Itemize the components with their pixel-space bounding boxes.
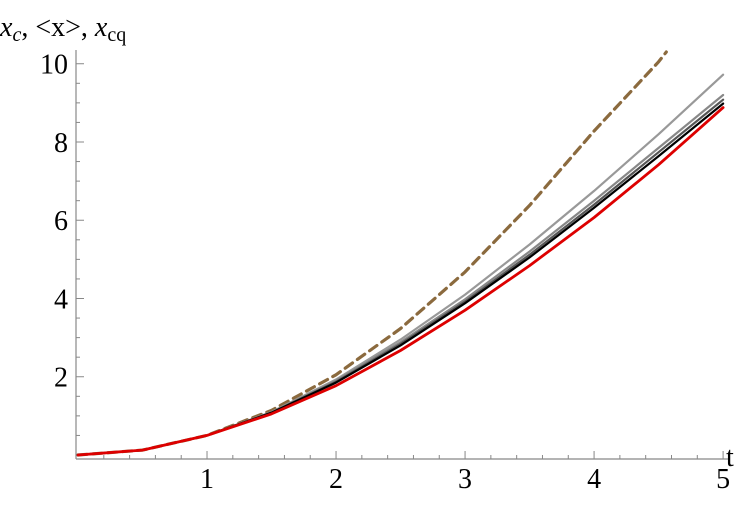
x-tick-label: 1 bbox=[200, 464, 214, 495]
y-axis-title-part: x bbox=[0, 12, 13, 43]
x-tick-label: 3 bbox=[458, 464, 472, 495]
x-tick-label: 4 bbox=[587, 464, 601, 495]
series-line bbox=[76, 98, 725, 457]
x-tick-label: 5 bbox=[716, 464, 730, 495]
y-tick-label: 2 bbox=[54, 363, 68, 394]
y-axis-title-part: , <x>, bbox=[21, 12, 95, 43]
y-tick-label: 4 bbox=[54, 284, 68, 315]
axes bbox=[75, 50, 730, 460]
x-axis-title: t bbox=[726, 442, 734, 473]
y-tick-label: 6 bbox=[54, 206, 68, 237]
series-line bbox=[76, 50, 668, 457]
series-line bbox=[76, 102, 725, 457]
y-tick-label: 8 bbox=[54, 128, 68, 159]
y-axis-title-part: c bbox=[12, 24, 21, 46]
ticks: 1 2 3 4 5 2 4 6 8 10 bbox=[40, 50, 730, 495]
series-line bbox=[76, 106, 725, 457]
series-group bbox=[76, 50, 725, 457]
y-tick-label: 10 bbox=[40, 50, 68, 81]
series-line bbox=[76, 93, 725, 457]
y-axis-title-part: cq bbox=[107, 24, 126, 46]
y-axis-title: xc, <x>, xcq bbox=[0, 12, 126, 46]
series-line bbox=[76, 73, 725, 457]
y-axis-title-part: x bbox=[94, 12, 108, 43]
x-tick-label: 2 bbox=[329, 464, 343, 495]
